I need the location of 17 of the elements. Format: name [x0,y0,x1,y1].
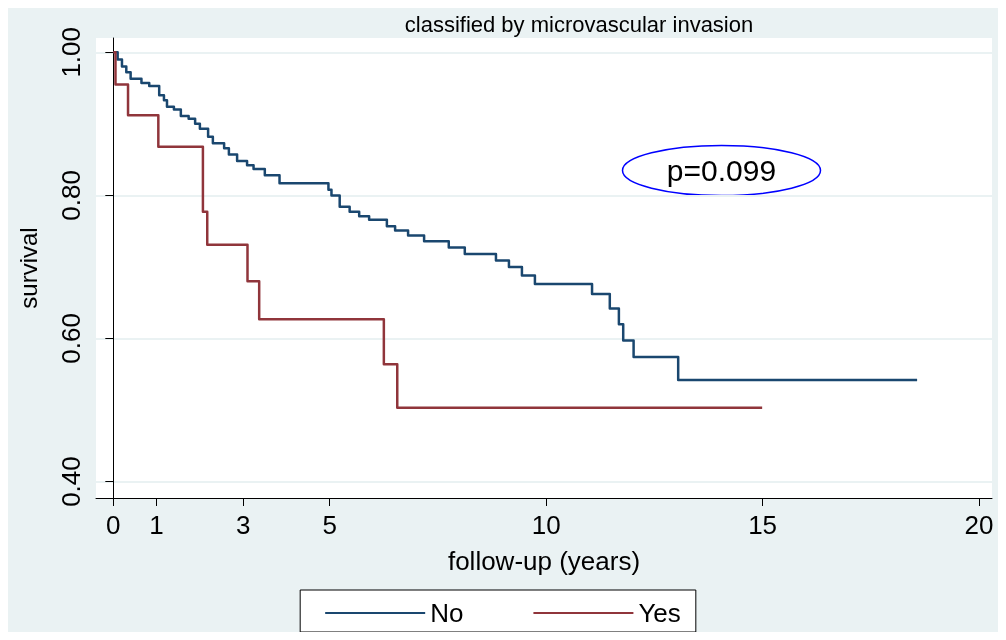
x-tick-label: 0 [106,510,121,540]
y-tick-label: 1.00 [56,27,86,78]
y-tick-label: 0.80 [56,170,86,221]
y-tick-label: 0.60 [56,313,86,364]
annotation: p=0.099 [666,154,777,187]
legend-label: No [430,598,464,628]
x-tick-label: 3 [235,510,251,540]
x-tick-label: 10 [531,510,561,540]
x-tick-label: 15 [748,510,778,540]
x-tick-label: 5 [322,510,337,540]
x-tick-label: 20 [964,510,994,540]
x-axis-title: follow-up (years) [447,546,641,576]
y-tick-label: 0.40 [56,456,86,507]
legend-label: Yes [638,598,681,628]
x-tick-label: 1 [149,510,164,540]
chart-title: classified by microvascular invasion [404,11,754,37]
y-axis-title: survival [14,227,42,309]
